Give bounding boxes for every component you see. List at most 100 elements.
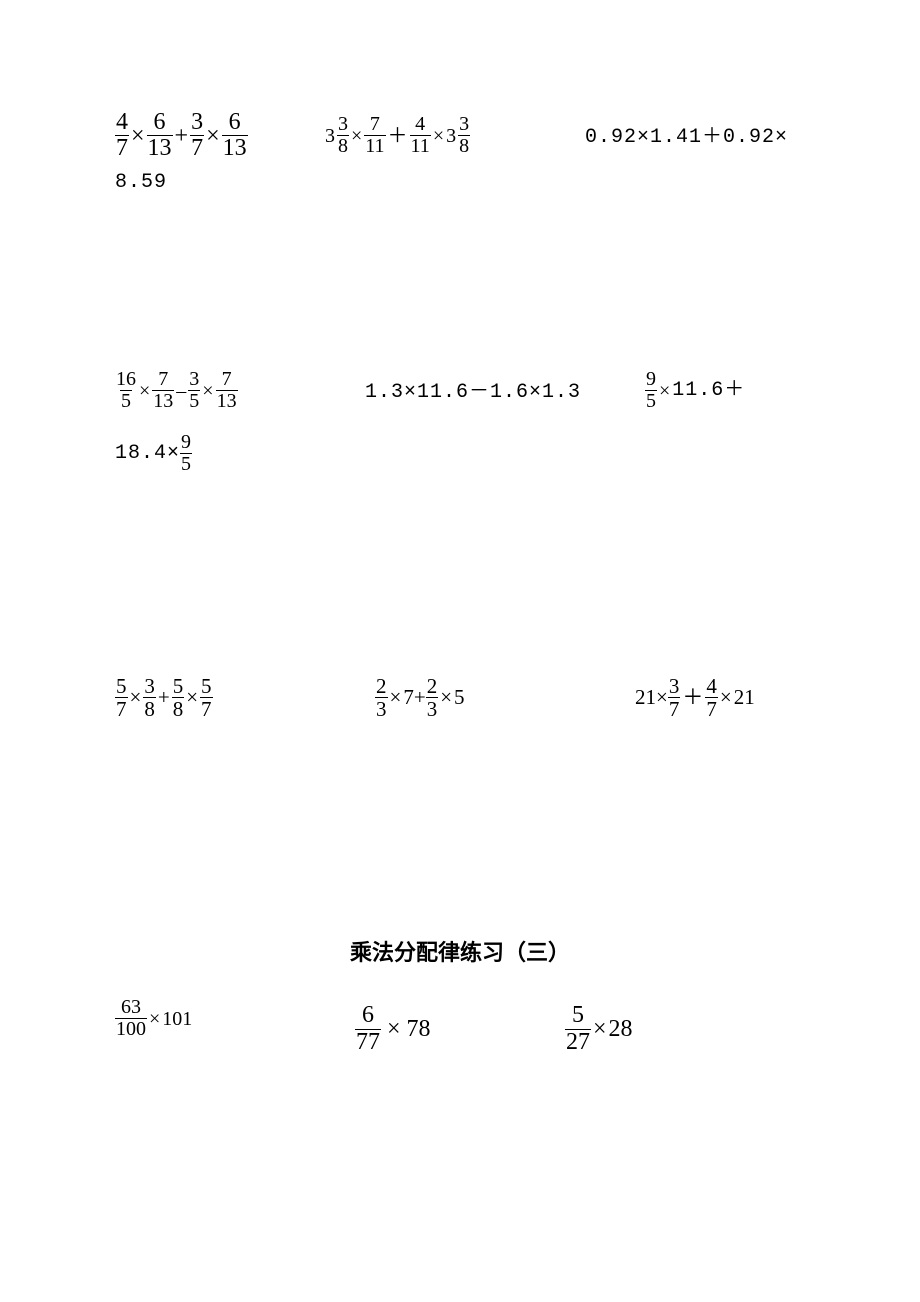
frac-num: 5 bbox=[172, 675, 185, 697]
row3-expr2: 23 × 7+ 23 × 5 bbox=[375, 675, 635, 720]
row-2: 165 × 713 – 35 × 713 1.3×11.6－1.6×1.3 95… bbox=[115, 369, 805, 412]
integer-text: 7+ bbox=[403, 687, 425, 708]
frac-den: 8 bbox=[143, 697, 156, 720]
op-times: × bbox=[137, 381, 152, 401]
frac-den: 5 bbox=[188, 390, 200, 412]
frac-den: 3 bbox=[375, 697, 388, 720]
op-plus: ＋ bbox=[680, 687, 705, 708]
frac-num: 3 bbox=[337, 114, 349, 135]
frac-den: 100 bbox=[115, 1018, 147, 1040]
integer-text: 21× bbox=[635, 687, 668, 708]
op-plus: ＋ bbox=[386, 126, 410, 146]
op-times: × bbox=[147, 1009, 162, 1029]
frac-num: 9 bbox=[645, 369, 657, 390]
frac-num: 3 bbox=[190, 110, 204, 135]
frac-den: 3 bbox=[426, 697, 439, 720]
integer-text: 28 bbox=[609, 1017, 633, 1041]
frac-num: 5 bbox=[200, 675, 213, 697]
frac-num: 16 bbox=[115, 369, 137, 390]
frac-den: 8 bbox=[458, 135, 470, 157]
frac-den: 13 bbox=[216, 390, 238, 412]
op-times: × bbox=[128, 687, 144, 708]
op-times: × bbox=[438, 687, 454, 708]
frac-den: 11 bbox=[364, 135, 385, 157]
row2-expr3-line2-row: 18.4× 95 bbox=[115, 432, 805, 475]
frac-num: 5 bbox=[115, 675, 128, 697]
frac-num: 3 bbox=[188, 369, 200, 390]
op-times: × bbox=[718, 687, 734, 708]
integer-text: 21 bbox=[734, 687, 755, 708]
frac-num: 6 bbox=[361, 1003, 375, 1028]
integer-text: 78 bbox=[407, 1017, 431, 1041]
row2-expr2: 1.3×11.6－1.6×1.3 bbox=[365, 369, 645, 403]
row-3: 57 × 38 + 58 × 57 23 × 7+ 23 × 5 21× 37 … bbox=[115, 675, 805, 720]
op-plus: + bbox=[173, 124, 191, 148]
row-1: 47 × 613 + 37 × 613 338 × 711 ＋ 411 × 33… bbox=[115, 110, 805, 161]
decimal-expr: 18.4× bbox=[115, 444, 180, 464]
row1-expr1: 47 × 613 + 37 × 613 bbox=[115, 110, 325, 161]
op-times: × bbox=[431, 126, 446, 146]
frac-den: 8 bbox=[172, 697, 185, 720]
op-times: × bbox=[591, 1017, 609, 1041]
frac-den: 5 bbox=[180, 453, 192, 475]
frac-den: 77 bbox=[355, 1029, 381, 1055]
frac-num: 63 bbox=[120, 997, 142, 1018]
frac-den: 11 bbox=[410, 135, 431, 157]
decimal-expr: 0.92×1.41＋0.92× bbox=[585, 128, 788, 148]
frac-den: 27 bbox=[565, 1029, 591, 1055]
frac-num: 7 bbox=[157, 369, 169, 390]
frac-num: 3 bbox=[458, 114, 470, 135]
op-times: × bbox=[204, 124, 222, 148]
frac-den: 7 bbox=[115, 135, 129, 161]
frac-num: 5 bbox=[571, 1003, 585, 1028]
row4-expr2: 677 × 78 bbox=[355, 997, 565, 1054]
decimal-expr: 11.6＋ bbox=[672, 381, 745, 401]
op-times: × bbox=[184, 687, 200, 708]
op-times: × bbox=[200, 381, 215, 401]
frac-den: 5 bbox=[120, 390, 132, 412]
frac-den: 8 bbox=[337, 135, 349, 157]
frac-num: 3 bbox=[668, 675, 681, 697]
op-times: × bbox=[349, 126, 364, 146]
frac-num: 9 bbox=[180, 432, 192, 453]
row4-expr1: 63100 × 101 bbox=[115, 997, 355, 1040]
frac-num: 4 bbox=[414, 114, 426, 135]
row2-expr1: 165 × 713 – 35 × 713 bbox=[115, 369, 365, 412]
mixed-whole: 3 bbox=[446, 126, 456, 146]
op-times: × bbox=[129, 124, 147, 148]
op-times: × bbox=[381, 1017, 407, 1041]
mixed-whole: 3 bbox=[325, 126, 335, 146]
frac-den: 7 bbox=[190, 135, 204, 161]
frac-num: 3 bbox=[143, 675, 156, 697]
frac-num: 4 bbox=[115, 110, 129, 135]
row1-expr3-line2-row: 8.59 bbox=[115, 171, 805, 194]
row2-expr3-line2: 18.4× 95 bbox=[115, 432, 192, 475]
frac-den: 7 bbox=[115, 697, 128, 720]
op-minus: – bbox=[174, 381, 188, 401]
integer-text: 101 bbox=[162, 1009, 192, 1029]
row3-expr1: 57 × 38 + 58 × 57 bbox=[115, 675, 375, 720]
frac-num: 7 bbox=[221, 369, 233, 390]
frac-den: 13 bbox=[152, 390, 174, 412]
frac-num: 7 bbox=[369, 114, 381, 135]
row4-expr3: 527 × 28 bbox=[565, 997, 633, 1054]
frac-den: 7 bbox=[668, 697, 681, 720]
decimal-expr: 8.59 bbox=[115, 171, 167, 194]
section-heading: 乘法分配律练习（三） bbox=[115, 935, 805, 967]
integer-text: 5 bbox=[454, 687, 465, 708]
op-times: × bbox=[388, 687, 404, 708]
frac-den: 5 bbox=[645, 390, 657, 412]
frac-num: 4 bbox=[705, 675, 718, 697]
frac-num: 2 bbox=[426, 675, 439, 697]
op-times: × bbox=[657, 381, 672, 401]
frac-num: 2 bbox=[375, 675, 388, 697]
row1-expr2: 338 × 711 ＋ 411 × 338 bbox=[325, 110, 585, 157]
row2-expr3-line1: 95 × 11.6＋ bbox=[645, 369, 745, 412]
frac-num: 6 bbox=[153, 110, 167, 135]
decimal-expr: 1.3×11.6－1.6×1.3 bbox=[365, 383, 581, 403]
frac-den: 13 bbox=[222, 135, 248, 161]
op-plus: + bbox=[156, 687, 172, 708]
row-4: 63100 × 101 677 × 78 527 × 28 bbox=[115, 997, 805, 1054]
row1-expr3-line1: 0.92×1.41＋0.92× bbox=[585, 110, 788, 148]
row3-expr3: 21× 37 ＋ 47 × 21 bbox=[635, 675, 755, 720]
